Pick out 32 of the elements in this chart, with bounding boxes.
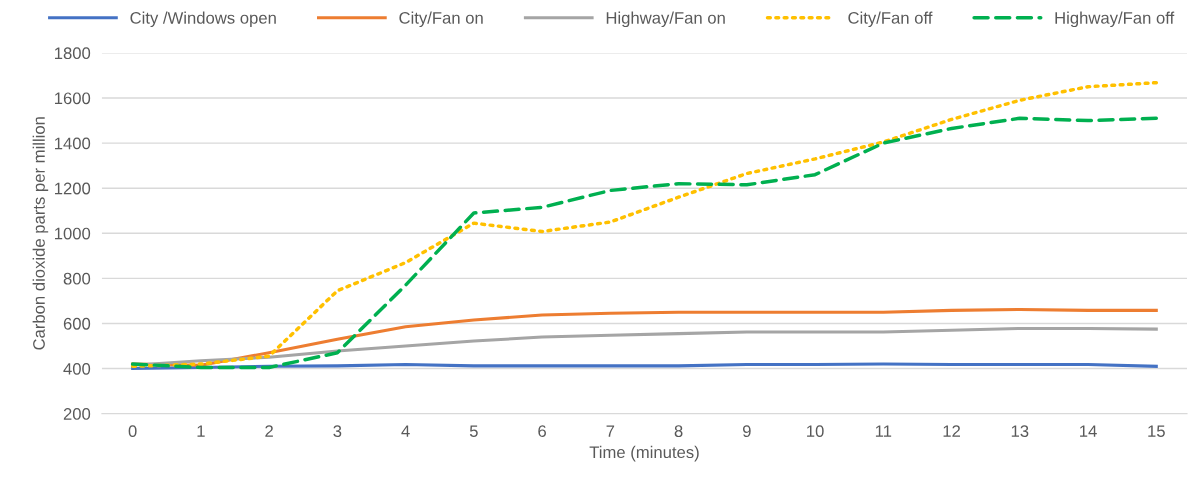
y-tick-label: 400 <box>63 362 91 375</box>
y-tick-label: 1800 <box>55 47 91 60</box>
y-axis-title: Carbon dioxide parts per million <box>32 117 49 350</box>
legend-label: City/Fan on <box>399 11 483 28</box>
x-axis-title: Time (minutes) <box>589 445 699 462</box>
legend-label: Highway/Fan on <box>606 11 725 28</box>
x-tick-label: 0 <box>128 425 137 438</box>
x-tick-label: 12 <box>943 425 960 437</box>
x-tick-label: 13 <box>1011 425 1029 438</box>
x-tick-label: 14 <box>1080 425 1097 437</box>
y-tick-label: 1200 <box>55 182 91 195</box>
y-tick-label: 200 <box>63 408 91 420</box>
x-tick-label: 9 <box>742 425 751 438</box>
x-tick-label: 2 <box>265 425 273 437</box>
y-tick-label: 800 <box>63 272 91 285</box>
x-tick-label: 6 <box>538 425 546 438</box>
y-tick-label: 1600 <box>55 92 91 105</box>
x-tick-label: 4 <box>401 425 410 437</box>
legend-label: City/Fan off <box>848 11 933 28</box>
legend-label: Highway/Fan off <box>1055 11 1175 28</box>
x-tick-label: 3 <box>333 425 342 438</box>
legend-label: City /Windows open <box>130 11 276 28</box>
x-tick-label: 11 <box>875 425 892 437</box>
x-tick-label: 15 <box>1148 425 1165 438</box>
y-tick-label: 1000 <box>55 227 91 240</box>
y-tick-label: 1400 <box>55 137 91 150</box>
x-tick-label: 1 <box>197 425 205 437</box>
x-tick-label: 10 <box>807 425 824 438</box>
x-tick-label: 7 <box>606 425 615 437</box>
y-tick-label: 600 <box>63 317 91 330</box>
x-tick-label: 8 <box>674 425 683 438</box>
x-tick-label: 5 <box>469 425 478 438</box>
